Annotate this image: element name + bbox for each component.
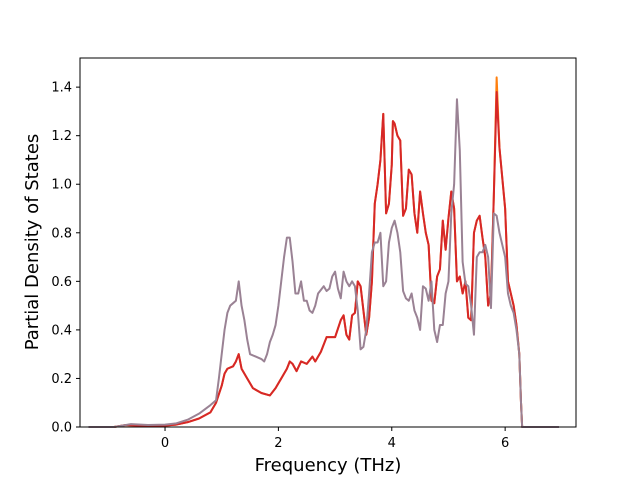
- x-axis-label: Frequency (THz): [255, 455, 402, 476]
- x-tick-label: 4: [388, 436, 396, 451]
- ticks-layer: 0 2 4 6 0.0 0.2 0.4 0.6 0.8 1.0 1.2 1.4: [51, 81, 509, 451]
- series-line-3: [88, 98, 559, 428]
- y-tick-label: 1.2: [51, 129, 72, 144]
- x-tick-label: 6: [501, 436, 509, 451]
- plot-frame: [79, 57, 577, 428]
- y-tick-label: 0.8: [51, 226, 72, 241]
- series-line-2: [88, 90, 559, 428]
- y-tick-label: 0.0: [51, 421, 72, 436]
- y-tick-label: 1.0: [51, 178, 72, 193]
- x-tick-label: 2: [274, 436, 282, 451]
- y-tick-label: 0.2: [51, 372, 72, 387]
- y-axis-label: Partial Density of States: [22, 134, 43, 351]
- y-tick-label: 0.4: [51, 323, 72, 338]
- y-tick-label: 1.4: [51, 81, 72, 96]
- x-tick-label: 0: [161, 436, 169, 451]
- series-layer: [88, 76, 559, 428]
- y-tick-label: 0.6: [51, 275, 72, 290]
